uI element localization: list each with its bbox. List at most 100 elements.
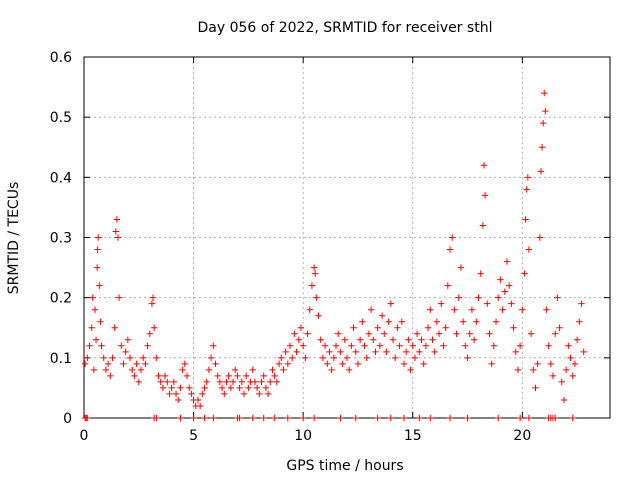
data-point-0-35 (142, 360, 149, 368)
data-point-0-101 (284, 360, 292, 368)
data-point-0-129 (343, 354, 351, 362)
data-point-0-95 (271, 372, 278, 380)
x-tick-label-4: 20 (513, 428, 531, 444)
data-point-0-4 (89, 294, 96, 301)
data-point-0-237 (567, 354, 574, 362)
data-point-0-119 (321, 342, 329, 349)
data-point-0-206 (510, 324, 517, 331)
data-point-0-56 (186, 384, 193, 392)
x-axis-title: GPS time / hours (286, 458, 403, 474)
data-point-0-196 (488, 360, 495, 368)
data-point-0-125 (335, 330, 342, 337)
data-point-0-207 (512, 348, 519, 356)
data-point-0-33 (137, 366, 145, 374)
data-point-0-241 (576, 318, 583, 325)
data-point-0-0 (81, 360, 89, 368)
data-point-0-221 (537, 168, 545, 175)
data-point-0-154 (398, 318, 405, 325)
data-point-0-157 (405, 336, 412, 343)
data-point-0-171 (435, 330, 443, 337)
data-point-0-20 (112, 228, 119, 235)
zero-point-0-22 (416, 414, 423, 422)
data-point-0-208 (514, 366, 522, 374)
data-point-0-47 (166, 390, 173, 398)
data-point-0-97 (275, 360, 283, 368)
data-point-0-70 (216, 378, 224, 386)
data-point-0-38 (148, 300, 156, 307)
data-point-0-142 (372, 348, 379, 356)
y-axis-title: SRMTID / TECUs (6, 182, 22, 295)
data-point-0-135 (356, 336, 364, 343)
data-point-0-205 (508, 300, 515, 307)
data-point-0-24 (118, 342, 125, 349)
data-point-0-27 (124, 336, 132, 343)
zero-point-0-8 (210, 414, 217, 422)
data-point-0-86 (251, 378, 259, 386)
zero-point-0-13 (271, 414, 278, 422)
data-point-0-229 (549, 372, 557, 380)
data-point-0-169 (431, 348, 438, 356)
data-point-0-174 (442, 324, 449, 331)
data-point-0-137 (361, 342, 368, 349)
data-point-0-153 (396, 342, 403, 349)
y-tick-label-1: 0.1 (50, 351, 72, 367)
data-point-0-117 (317, 336, 324, 343)
zero-point-0-2 (84, 414, 91, 422)
zero-point-0-32 (552, 414, 559, 422)
data-point-0-243 (580, 348, 587, 356)
zero-point-0-17 (337, 414, 344, 422)
data-point-0-203 (503, 258, 511, 265)
data-point-0-78 (234, 372, 241, 380)
data-point-0-152 (394, 324, 401, 331)
data-point-0-164 (420, 360, 427, 368)
data-point-0-63 (201, 384, 208, 392)
data-point-0-52 (177, 384, 184, 392)
data-point-0-180 (455, 294, 462, 301)
zero-point-0-16 (310, 414, 318, 422)
data-point-0-146 (381, 330, 388, 337)
data-point-0-46 (164, 378, 171, 386)
data-point-0-12 (97, 318, 104, 325)
data-point-0-226 (543, 306, 550, 313)
data-point-0-139 (365, 330, 373, 337)
data-point-0-103 (289, 354, 296, 362)
data-point-0-104 (291, 330, 298, 337)
data-point-0-91 (262, 384, 270, 392)
data-point-0-233 (558, 378, 565, 386)
data-point-0-54 (181, 360, 189, 368)
data-point-0-181 (457, 264, 465, 271)
data-point-0-160 (411, 354, 419, 362)
data-point-0-130 (345, 366, 353, 374)
data-point-0-178 (451, 306, 458, 313)
data-point-0-185 (466, 330, 473, 337)
data-point-0-81 (240, 390, 248, 398)
data-point-0-41 (153, 354, 160, 362)
data-point-0-60 (194, 396, 202, 404)
data-point-0-107 (297, 324, 305, 331)
data-point-0-10 (95, 234, 102, 241)
data-point-0-232 (556, 324, 563, 331)
data-point-0-112 (308, 282, 316, 289)
data-point-0-184 (464, 354, 471, 362)
data-point-0-136 (359, 318, 366, 325)
data-point-0-29 (129, 366, 136, 374)
data-point-0-223 (539, 119, 547, 127)
zero-point-0-15 (299, 414, 307, 422)
data-point-0-238 (569, 372, 576, 380)
data-point-0-179 (453, 330, 460, 337)
zero-point-0-23 (427, 414, 434, 422)
data-point-0-66 (207, 354, 215, 362)
data-point-0-37 (146, 330, 153, 337)
data-point-0-48 (168, 384, 175, 392)
zero-point-0-4 (153, 414, 160, 422)
data-point-0-126 (337, 348, 344, 356)
zero-point-0-10 (236, 414, 243, 422)
data-point-0-230 (552, 330, 559, 337)
data-point-0-141 (370, 336, 377, 343)
data-point-0-18 (109, 354, 116, 362)
data-point-0-113 (310, 264, 318, 271)
data-point-0-150 (389, 336, 397, 343)
data-point-0-50 (172, 390, 180, 398)
data-point-0-30 (131, 372, 138, 380)
